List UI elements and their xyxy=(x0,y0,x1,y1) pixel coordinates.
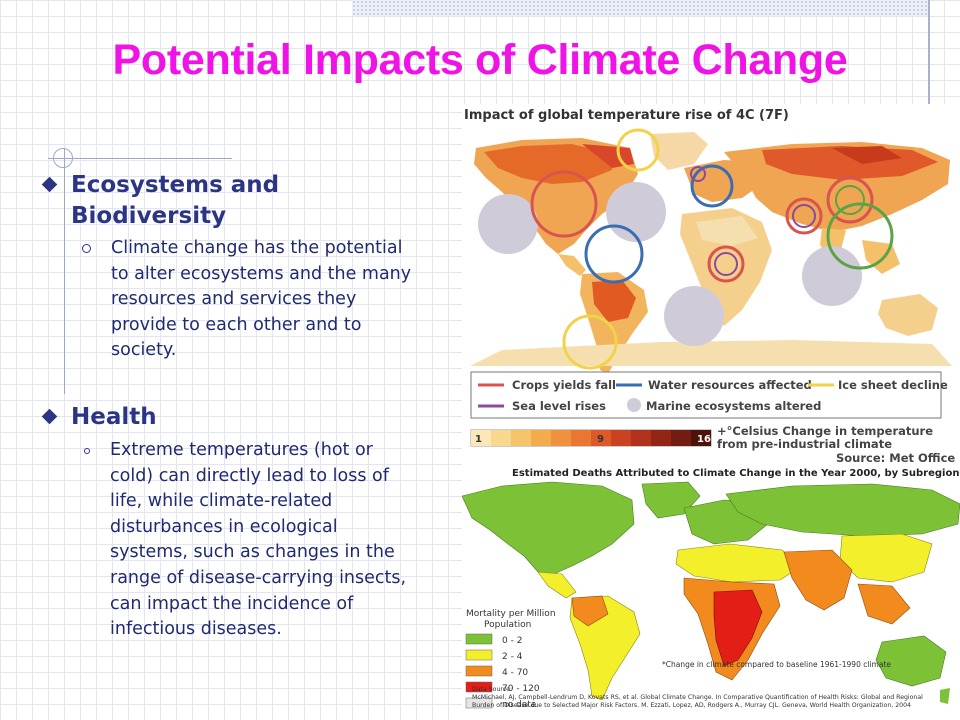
legend-crops-label: Crops yields fall xyxy=(512,378,616,392)
legend-sea-label: Sea level rises xyxy=(512,399,606,413)
mortality-legend-label: 70 - 120 xyxy=(502,684,540,694)
data-source-line: Burden of Disease due to Selected Major … xyxy=(472,702,911,709)
ice-sheet-circle xyxy=(562,314,618,370)
marine-ecosystem-circle xyxy=(606,182,666,242)
ecosystem-circle xyxy=(826,202,894,270)
mortality-map: Estimated Deaths Attributed to Climate C… xyxy=(461,468,960,710)
sea-level-circle xyxy=(792,204,816,228)
text-line: life, while climate-related xyxy=(110,491,333,512)
text-line: Climate change has the potential xyxy=(111,238,403,258)
marine-ecosystem-circle xyxy=(664,286,724,346)
bullet-ecosystems: Ecosystems and Biodiversity xyxy=(40,170,279,232)
data-source-line: McMichael, AJ, Campbell-Lendrum D, Kovat… xyxy=(472,694,923,701)
text-line: range of disease-carrying insects, xyxy=(110,567,407,588)
temperature-scale: 1 9 16 +°Celsius Change in temperature f… xyxy=(470,424,955,465)
sub-bullet-ecosystems: Climate change has the potential to alte… xyxy=(82,236,411,364)
marine-ecosystem-circle xyxy=(802,246,862,306)
crops-yield-circle xyxy=(826,176,874,224)
legend-ice-label: Ice sheet decline xyxy=(838,378,948,392)
text-line: disturbances in ecological xyxy=(110,516,338,537)
slide-title: Potential Impacts of Climate Change xyxy=(112,36,848,84)
heading-line: Health xyxy=(71,404,157,430)
top-map-title: Impact of global temperature rise of 4C … xyxy=(464,108,789,123)
ice-sheet-circle xyxy=(616,128,660,172)
bullet-heading: Ecosystems and Biodiversity xyxy=(71,170,279,232)
source-label: Source: Met Office xyxy=(836,451,955,465)
water-resources-circle xyxy=(690,164,734,208)
text-line: systems, such as changes in the xyxy=(110,542,395,563)
mortality-legend-label: 0 - 2 xyxy=(502,636,522,646)
crops-yield-circle xyxy=(785,197,823,235)
water-resources-circle xyxy=(584,224,644,284)
bullet-heading: Health xyxy=(71,402,157,433)
mortality-legend-title2: Population xyxy=(484,620,531,630)
sea-level-circle xyxy=(690,166,706,182)
mortality-legend: 0 - 2 2 - 4 4 - 70 70 - 120 no data xyxy=(465,633,540,710)
text-line: cold) can directly lead to loss of xyxy=(110,465,389,486)
text-line: society. xyxy=(111,340,177,361)
mortality-legend-label: 4 - 70 xyxy=(502,668,528,678)
text-line: to alter ecosystems and the many xyxy=(111,263,412,284)
scale-label-line1: +°Celsius Change in temperature xyxy=(717,424,933,438)
impact-legend-box xyxy=(470,371,942,419)
decor-vertical-rule xyxy=(64,148,65,394)
scale-max-label: 16 xyxy=(697,434,711,445)
circle-bullet-icon xyxy=(84,448,90,454)
text-line: Extreme temperatures (hot or xyxy=(110,440,373,460)
diamond-bullet-icon xyxy=(41,408,58,425)
legend-marine-label: Marine ecosystems altered xyxy=(646,399,821,413)
text-line: provide to each other and to xyxy=(111,314,362,335)
heading-line: Biodiversity xyxy=(71,203,227,229)
legend-water-label: Water resources affected xyxy=(648,378,812,392)
circle-bullet-icon xyxy=(82,244,91,253)
marine-ecosystem-circle xyxy=(478,194,538,254)
decor-horizontal-rule xyxy=(48,158,232,159)
sea-level-circle xyxy=(714,252,738,276)
sub-bullet-health: Extreme temperatures (hot or cold) can d… xyxy=(84,438,406,643)
bullet-health: Health xyxy=(40,402,157,433)
mortality-footnote: *Change in climate compared to baseline … xyxy=(662,660,891,669)
temperature-impact-map: Impact of global temperature rise of 4C … xyxy=(464,108,956,465)
mortality-regions xyxy=(461,481,960,704)
ice-change-circle xyxy=(835,185,865,215)
text-line: resources and services they xyxy=(111,289,357,310)
sub-bullet-text: Climate change has the potential to alte… xyxy=(111,236,411,364)
impact-circles xyxy=(478,128,894,370)
text-line: infectious diseases. xyxy=(110,619,282,640)
sub-bullet-text: Extreme temperatures (hot or cold) can d… xyxy=(110,438,406,643)
top-decor-band xyxy=(352,0,930,16)
scale-label-line2: from pre-industrial climate xyxy=(717,437,892,451)
diamond-bullet-icon xyxy=(41,176,58,193)
mortality-legend-label: no data xyxy=(502,700,536,710)
bottom-map-title: Estimated Deaths Attributed to Climate C… xyxy=(512,468,960,479)
climate-maps-figure: Impact of global temperature rise of 4C … xyxy=(461,104,960,720)
mortality-legend-label: 2 - 4 xyxy=(502,652,523,662)
decor-ring xyxy=(53,148,73,168)
data-source-heading: Data Source: xyxy=(472,686,513,693)
right-decor-rule xyxy=(928,0,930,106)
heading-line: Ecosystems and xyxy=(71,172,280,198)
crops-yield-circle xyxy=(530,170,598,238)
mortality-legend-title1: Mortality per Million xyxy=(466,609,556,619)
text-line: can impact the incidence of xyxy=(110,593,354,614)
data-source-block: Data Source: McMichael, AJ, Campbell-Len… xyxy=(472,686,956,710)
scale-mid-label: 9 xyxy=(597,434,604,445)
continent-shapes xyxy=(470,132,952,374)
crops-yield-circle xyxy=(707,245,745,283)
scale-min-label: 1 xyxy=(475,434,482,445)
